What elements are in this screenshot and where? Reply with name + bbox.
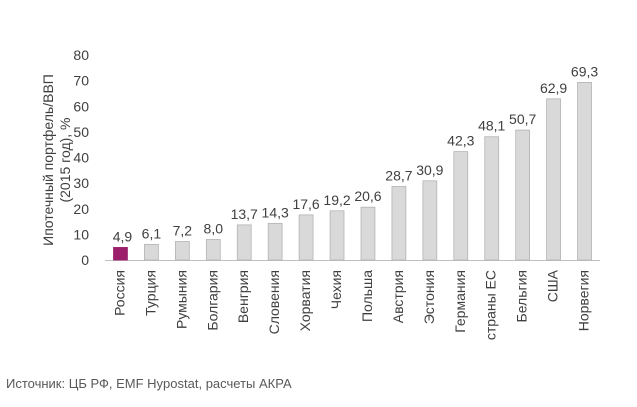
y-axis-ticks: 0 10 20 30 40 50 60 70 80 (73, 47, 89, 268)
x-axis-labels: Россия Турция Румыния Болгария Венгрия Словен… (111, 269, 591, 340)
value-label: 50,7 (509, 111, 536, 127)
y-tick-label: 0 (81, 252, 89, 268)
bar-8 (360, 206, 376, 261)
x-tick-label: США (545, 269, 561, 302)
value-label: 19,2 (323, 192, 350, 208)
bar-12 (484, 136, 500, 261)
value-label: 30,9 (416, 162, 443, 178)
source-note: Источник: ЦБ РФ, EMF Hypostat, расчеты А… (6, 376, 292, 391)
bar-7 (329, 210, 345, 261)
bar-0 (113, 247, 128, 261)
x-tick-label: Венгрия (235, 270, 251, 323)
value-label: 20,6 (354, 188, 381, 204)
value-label: 69,3 (571, 63, 598, 79)
x-tick-label: страны ЕС (483, 270, 499, 340)
value-label: 48,1 (478, 118, 505, 134)
x-tick-label: Польша (359, 270, 375, 322)
y-tick-label: 20 (73, 201, 89, 217)
bars (113, 82, 592, 261)
bar-14 (546, 98, 561, 261)
x-tick-label: Бельгия (514, 270, 530, 322)
value-label: 6,1 (142, 225, 162, 241)
bar-2 (174, 241, 190, 261)
value-label: 28,7 (385, 167, 412, 183)
bar-4 (236, 224, 252, 261)
x-tick-label: Турция (142, 270, 158, 316)
y-tick-label: 40 (73, 150, 89, 166)
x-tick-label: Германия (452, 270, 468, 333)
bar-6 (298, 214, 314, 261)
x-tick-label: Словения (266, 270, 282, 334)
x-tick-label: Норвегия (576, 270, 592, 331)
bar-13 (515, 129, 531, 261)
x-tick-label: Хорватия (297, 270, 313, 331)
value-label: 7,2 (173, 223, 193, 239)
value-label: 17,6 (292, 196, 319, 212)
bar-3 (205, 239, 221, 261)
bar-15 (577, 82, 592, 261)
y-tick-label: 50 (73, 124, 89, 140)
value-label: 8,0 (204, 221, 224, 237)
bar-9 (391, 186, 407, 261)
x-tick-label: Чехия (328, 270, 344, 309)
bar-chart: 0 10 20 30 40 50 60 70 80 4,9 6,1 7,2 8,0 13,7 14,317… (40, 47, 600, 340)
y-tick-label: 30 (73, 175, 89, 191)
bar-5 (267, 222, 283, 261)
x-tick-label: Болгария (204, 270, 220, 331)
x-tick-label: Австрия (390, 270, 406, 323)
y-axis-label: Ипотечный портфель/ВВП(2015 год), % (40, 74, 73, 246)
bar-10 (422, 180, 438, 261)
value-label: 13,7 (231, 206, 258, 222)
y-tick-label: 80 (73, 47, 89, 63)
y-tick-label: 70 (73, 73, 89, 89)
value-label: 42,3 (447, 133, 474, 149)
value-labels: 4,9 6,1 7,2 8,0 13,7 14,317,6 19,2 20,628,7 30,9… (113, 63, 599, 244)
x-tick-label: Румыния (173, 270, 189, 329)
x-tick-label: Эстония (421, 270, 437, 324)
value-label: 4,9 (113, 228, 133, 244)
y-tick-label: 10 (73, 226, 89, 242)
y-tick-label: 60 (73, 98, 89, 114)
value-label: 14,3 (262, 204, 289, 220)
bar-1 (144, 243, 159, 261)
x-tick-label: Россия (111, 270, 127, 316)
bar-11 (453, 151, 469, 261)
value-label: 62,9 (540, 80, 567, 96)
